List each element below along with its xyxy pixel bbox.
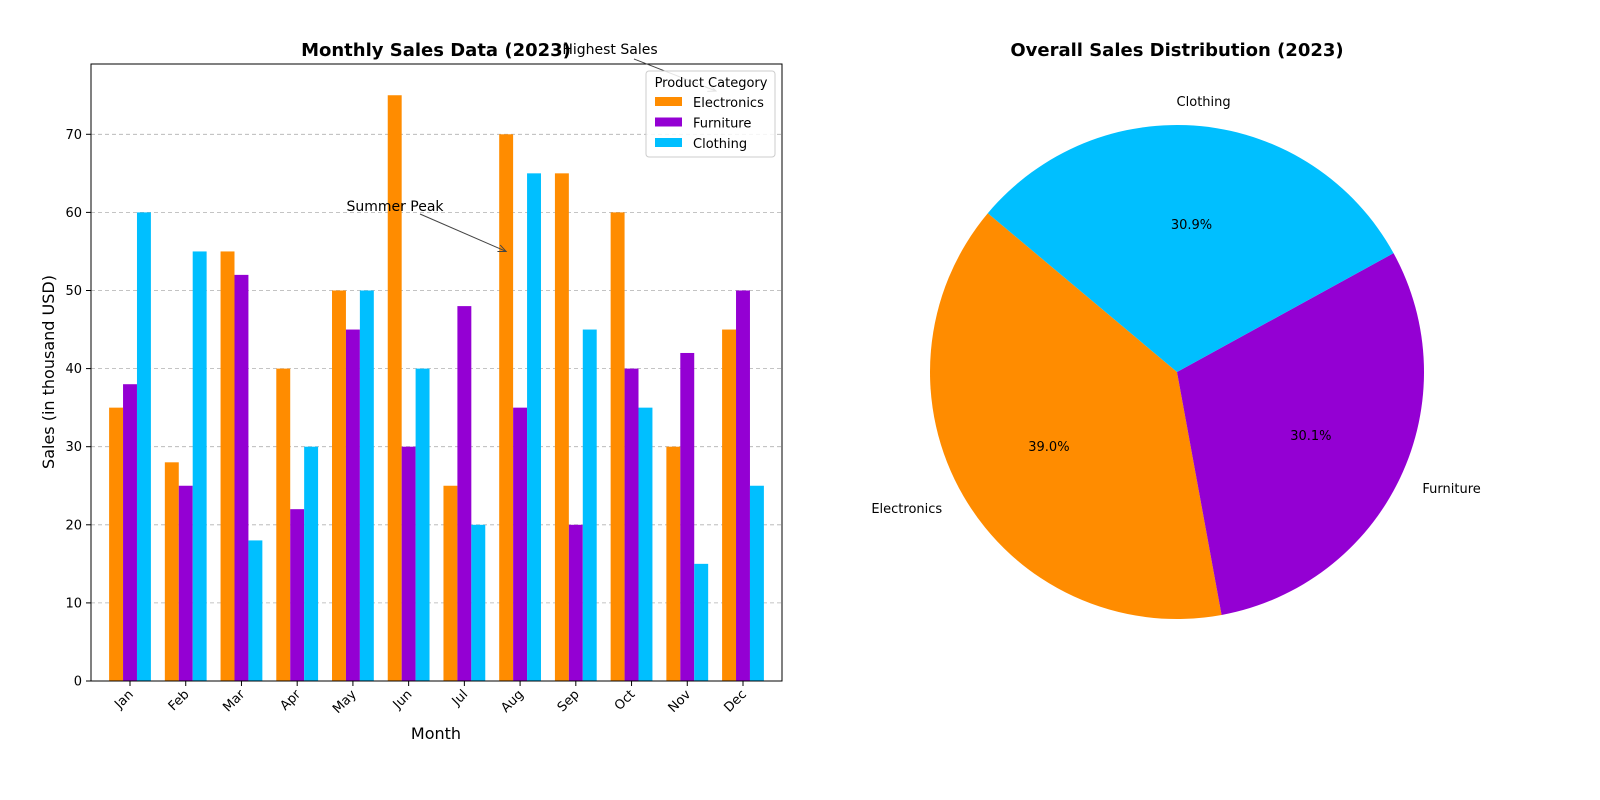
x-tick-label: May xyxy=(330,687,360,717)
bar-electronics-sep xyxy=(554,173,569,681)
bar-furniture-may xyxy=(345,329,360,681)
legend-label-electronics: Electronics xyxy=(693,96,764,111)
bar-furniture-jun xyxy=(401,446,416,681)
bar-clothing-aug xyxy=(527,173,541,681)
bar-legend: Product Category Electronics Furniture Clo… xyxy=(645,70,776,158)
bar-clothing-may xyxy=(359,290,374,681)
bar-plot-frame xyxy=(90,63,783,682)
bar-marks xyxy=(109,95,764,682)
x-tick-label: Sep xyxy=(555,687,583,715)
y-tick-label: 40 xyxy=(65,362,82,377)
bar-electronics-jan xyxy=(109,407,124,681)
y-tick-label: 10 xyxy=(65,596,82,611)
x-tick-label: Mar xyxy=(220,687,248,715)
pie-labels: 39.0% Electronics 30.1% Furniture 30.9% Cloth… xyxy=(871,95,1480,517)
x-tick-label: Oct xyxy=(612,687,639,714)
pie-slice-electronics xyxy=(930,213,1222,620)
legend-title: Product Category xyxy=(655,76,768,91)
bar-chart: Monthly Sales Data (2023) 0 10 20 30 40 50 60 7… xyxy=(39,40,783,743)
pie-slices xyxy=(930,124,1424,620)
legend-label-furniture: Furniture xyxy=(693,117,751,132)
bar-chart-title: Monthly Sales Data (2023) xyxy=(301,40,571,61)
bar-furniture-jan xyxy=(123,384,137,681)
x-tick-label: Aug xyxy=(498,687,527,716)
y-tick-label: 50 xyxy=(65,284,82,299)
bar-electronics-aug xyxy=(499,134,514,681)
bar-electronics-mar xyxy=(220,251,235,681)
bar-clothing-sep xyxy=(582,329,597,681)
x-tick-label: Dec xyxy=(721,687,749,715)
bar-furniture-sep xyxy=(568,524,583,681)
bar-electronics-feb xyxy=(164,462,179,681)
bar-furniture-feb xyxy=(178,485,193,681)
annotation-arrowhead xyxy=(497,244,508,252)
x-tick-label: Jul xyxy=(449,687,471,709)
pie-category-label: Clothing xyxy=(1177,95,1231,110)
y-tick-label: 60 xyxy=(65,206,82,221)
bar-clothing-oct xyxy=(638,407,653,681)
bar-electronics-dec xyxy=(722,329,737,681)
bar-clothing-apr xyxy=(304,446,319,681)
bar-y-axis: 0 10 20 30 40 50 60 70 xyxy=(65,128,91,690)
bar-furniture-aug xyxy=(513,407,528,681)
y-tick-label: 70 xyxy=(65,128,82,143)
bar-clothing-jul xyxy=(471,524,486,681)
pie-chart-title: Overall Sales Distribution (2023) xyxy=(1010,40,1343,61)
bar-furniture-mar xyxy=(234,274,249,681)
bar-clothing-jan xyxy=(136,212,151,682)
pie-chart: Overall Sales Distribution (2023) 39.0% E… xyxy=(871,40,1481,620)
bar-electronics-may xyxy=(332,290,346,681)
bar-clothing-nov xyxy=(694,563,709,681)
legend-swatch-furniture xyxy=(655,117,682,127)
legend-swatch-electronics xyxy=(655,97,682,106)
bar-furniture-apr xyxy=(290,509,305,681)
bar-furniture-nov xyxy=(680,352,695,681)
pie-category-label: Electronics xyxy=(871,502,942,517)
y-tick-label: 20 xyxy=(65,518,82,533)
x-tick-label: Feb xyxy=(166,687,193,714)
y-tick-label: 0 xyxy=(74,675,82,690)
pie-category-label: Furniture xyxy=(1422,482,1480,497)
bar-electronics-apr xyxy=(276,368,291,681)
legend-swatch-clothing xyxy=(655,138,682,147)
legend-label-clothing: Clothing xyxy=(693,137,747,152)
bar-clothing-mar xyxy=(248,540,263,681)
pie-percent-label: 39.0% xyxy=(1028,440,1069,455)
pie-slice-clothing xyxy=(987,124,1394,372)
x-tick-label: Apr xyxy=(277,687,304,714)
bar-x-axis: Jan Feb Mar Apr May Jun Jul Aug Sep Oct Nov Dec xyxy=(111,681,750,717)
bar-electronics-jul xyxy=(443,485,458,681)
x-tick-label: Jan xyxy=(111,687,136,712)
pie-percent-label: 30.1% xyxy=(1290,429,1331,444)
bar-furniture-oct xyxy=(624,368,639,681)
bar-clothing-dec xyxy=(749,485,764,681)
bar-furniture-dec xyxy=(736,290,750,681)
bar-x-axis-label: Month xyxy=(411,724,461,743)
bar-furniture-jul xyxy=(457,306,472,681)
bar-y-axis-label: Sales (in thousand USD) xyxy=(39,275,58,469)
bar-clothing-jun xyxy=(415,368,430,681)
legend-box xyxy=(645,70,776,158)
annotation-arrow xyxy=(419,213,507,252)
bar-electronics-nov xyxy=(666,446,681,681)
x-tick-label: Nov xyxy=(666,687,695,716)
y-tick-label: 30 xyxy=(65,440,82,455)
bar-electronics-jun xyxy=(387,95,402,682)
bar-clothing-feb xyxy=(192,251,207,681)
annotation-text: Highest Sales xyxy=(562,42,657,58)
legend-items: Electronics Furniture Clothing xyxy=(655,96,764,152)
bar-electronics-oct xyxy=(610,212,625,682)
pie-slice-furniture xyxy=(1177,253,1424,615)
annotation-text: Summer Peak xyxy=(346,199,444,215)
x-tick-label: Jun xyxy=(390,687,416,713)
pie-percent-label: 30.9% xyxy=(1171,218,1212,233)
